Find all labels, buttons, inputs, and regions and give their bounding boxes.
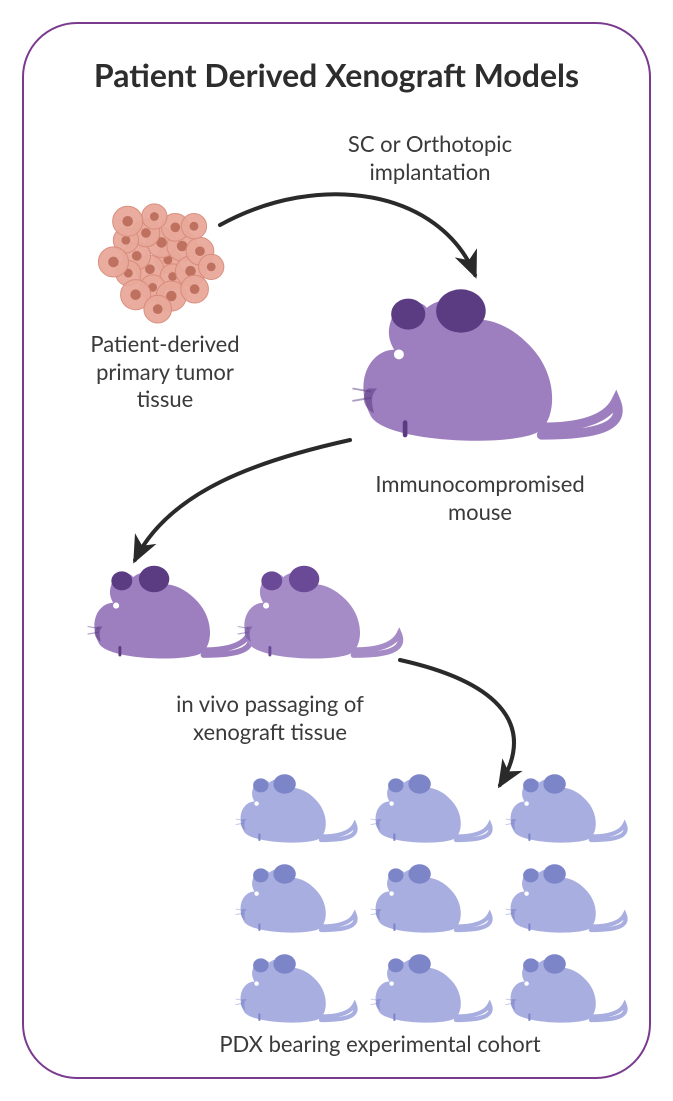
cohort-mouse-r0-c0 xyxy=(236,774,356,842)
diagram-svg xyxy=(0,0,673,1101)
cohort-mouse-r0-c1 xyxy=(371,774,491,842)
mouse-passage-2 xyxy=(238,566,401,659)
cohort-mouse-r1-c1 xyxy=(371,864,491,932)
cohort-mouse-r0-c2 xyxy=(506,774,626,842)
mouse-immunocompromised xyxy=(352,289,618,440)
cohort-mouse-r1-c0 xyxy=(236,864,356,932)
tumor-icon xyxy=(98,204,223,323)
cohort-mouse-r1-c2 xyxy=(506,864,626,932)
cohort-grid xyxy=(236,774,626,1022)
cohort-mouse-r2-c0 xyxy=(236,954,356,1022)
cohort-mouse-r2-c2 xyxy=(506,954,626,1022)
mice-icons xyxy=(88,289,618,658)
cohort-mouse-r2-c1 xyxy=(371,954,491,1022)
mouse-passage-1 xyxy=(88,566,251,659)
